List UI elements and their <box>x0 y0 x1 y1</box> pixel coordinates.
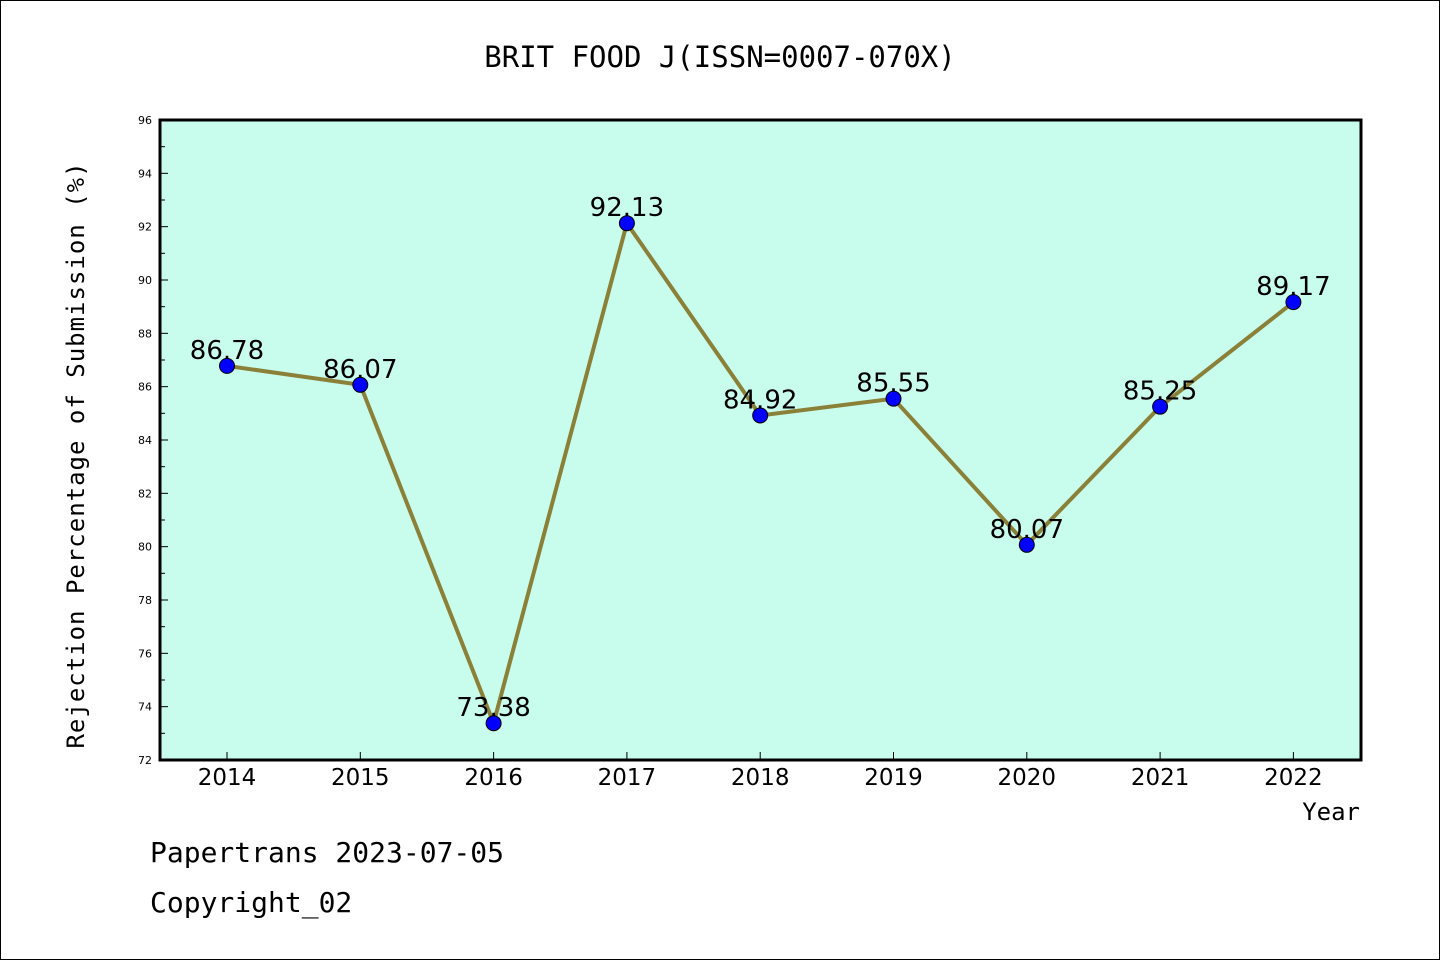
y-tick-label: 90 <box>138 274 152 287</box>
y-tick-label: 78 <box>138 594 152 607</box>
x-axis-ticks: 2014 2015 2016 2017 2018 2019 2020 2021 2022 <box>198 752 1323 791</box>
plot-border <box>158 118 1363 762</box>
data-point <box>618 215 635 232</box>
x-tick-label: 2018 <box>731 765 790 791</box>
plot-area <box>160 120 1361 760</box>
y-tick-label: 88 <box>138 327 152 340</box>
x-tick-label: 2017 <box>598 765 657 791</box>
y-tick-label: 92 <box>138 221 152 234</box>
chart-title: BRIT FOOD J(ISSN=0007-070X) <box>484 40 955 74</box>
data-point <box>752 407 769 424</box>
data-label: 92.13 <box>590 193 664 223</box>
y-tick-label: 76 <box>138 647 152 660</box>
data-labels: 86.78 86.07 73.38 92.13 84.92 85.55 80.07 85.25… <box>190 193 1331 723</box>
x-tick-label: 2015 <box>331 765 390 791</box>
y-tick-label: 86 <box>138 381 152 394</box>
footer-date: Papertrans 2023-07-05 <box>150 836 505 869</box>
y-tick-label: 72 <box>138 754 152 767</box>
y-axis-label: Rejection Percentage of Submission (%) <box>62 161 90 748</box>
x-tick-label: 2020 <box>998 765 1057 791</box>
data-label: 85.25 <box>1123 377 1197 407</box>
data-label: 73.38 <box>456 693 530 723</box>
data-label: 85.55 <box>856 369 930 399</box>
data-markers <box>219 215 1302 732</box>
y-tick-label: 84 <box>138 434 152 447</box>
data-point <box>485 715 502 732</box>
x-tick-label: 2022 <box>1264 765 1323 791</box>
y-tick-label: 96 <box>138 114 152 127</box>
data-point <box>885 390 902 407</box>
y-tick-label: 74 <box>138 701 152 714</box>
data-point <box>1285 294 1302 311</box>
x-tick-label: 2019 <box>864 765 923 791</box>
y-tick-label: 94 <box>138 167 152 180</box>
data-point <box>352 376 369 393</box>
data-label: 86.78 <box>190 336 264 366</box>
data-label: 89.17 <box>1256 272 1330 302</box>
y-tick-label: 80 <box>138 541 152 554</box>
data-label: 84.92 <box>723 385 797 415</box>
x-axis-label: Year <box>1302 798 1360 826</box>
x-tick-label: 2016 <box>464 765 523 791</box>
data-point <box>1018 536 1035 553</box>
x-tick-label: 2014 <box>198 765 257 791</box>
data-point <box>1152 398 1169 415</box>
data-label: 86.07 <box>323 355 397 385</box>
data-point <box>219 357 235 374</box>
x-tick-label: 2021 <box>1131 765 1190 791</box>
y-tick-label: 82 <box>138 487 152 500</box>
data-label: 80.07 <box>990 515 1064 545</box>
footer-copyright: Copyright_02 <box>150 886 353 919</box>
